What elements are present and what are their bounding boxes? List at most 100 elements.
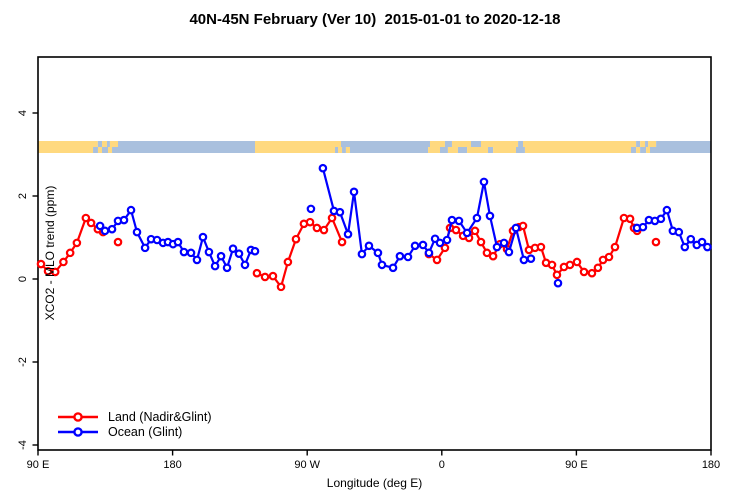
ocean-data-point bbox=[504, 247, 514, 257]
ocean-data-point bbox=[472, 213, 482, 223]
plot-border bbox=[37, 56, 712, 451]
ocean-data-point bbox=[479, 177, 489, 187]
map-strip-ocean-segment bbox=[444, 141, 452, 147]
ocean-data-point bbox=[499, 238, 509, 248]
ocean-data-point bbox=[435, 238, 445, 248]
land-data-point bbox=[312, 223, 322, 233]
land-legend-marker-icon bbox=[58, 411, 98, 422]
ocean-data-point bbox=[335, 207, 345, 217]
land-data-point bbox=[268, 271, 278, 281]
land-data-point bbox=[651, 237, 661, 247]
x-tick-label: 180 bbox=[702, 459, 720, 471]
map-strip-ocean-segment bbox=[102, 147, 108, 153]
ocean-data-point bbox=[388, 263, 398, 273]
ocean-data-point bbox=[173, 237, 183, 247]
land-data-point bbox=[476, 237, 486, 247]
y-tick-label: 2 bbox=[17, 193, 29, 199]
land-data-point bbox=[252, 268, 262, 278]
land-data-point bbox=[552, 270, 562, 280]
map-strip-ocean-segment bbox=[457, 147, 468, 153]
map-strip-land-segment bbox=[38, 147, 94, 153]
land-data-point bbox=[610, 242, 620, 252]
land-data-point bbox=[81, 213, 91, 223]
ocean-data-point bbox=[553, 278, 563, 288]
ocean-data-point bbox=[377, 260, 387, 270]
ocean-data-point bbox=[492, 242, 502, 252]
land-data-point bbox=[536, 242, 546, 252]
land-data-point bbox=[547, 260, 557, 270]
map-strip-land-segment bbox=[255, 147, 336, 153]
land-data-point bbox=[72, 238, 82, 248]
ocean-data-point bbox=[132, 227, 142, 237]
map-strip-ocean-segment bbox=[112, 147, 256, 153]
land-data-point bbox=[593, 263, 603, 273]
land-data-point bbox=[50, 267, 60, 277]
map-strip-ocean-segment bbox=[649, 147, 711, 153]
y-tick-label: 4 bbox=[17, 110, 29, 116]
x-axis-label: Longitude (deg E) bbox=[326, 476, 423, 490]
map-strip-land-segment bbox=[107, 147, 113, 153]
ocean-data-point bbox=[410, 241, 420, 251]
map-strip-ocean-segment bbox=[340, 141, 430, 147]
y-tick-label: -2 bbox=[17, 357, 29, 367]
ocean-data-point bbox=[403, 252, 413, 262]
ocean-data-point bbox=[680, 242, 690, 252]
ocean-data-point bbox=[364, 241, 374, 251]
map-strip-land-segment bbox=[524, 147, 631, 153]
ocean-data-point bbox=[119, 215, 129, 225]
ocean-data-point bbox=[216, 251, 226, 261]
land-data-point bbox=[572, 257, 582, 267]
land-data-point bbox=[565, 260, 575, 270]
y-tick-label: 0 bbox=[17, 276, 29, 282]
land-data-point bbox=[59, 257, 68, 267]
ocean-data-point bbox=[100, 226, 110, 236]
ocean-data-point bbox=[686, 234, 696, 244]
land-data-point bbox=[432, 255, 442, 265]
map-strip-land-segment bbox=[467, 147, 489, 153]
ocean-data-point bbox=[418, 240, 428, 250]
ocean-data-point bbox=[306, 204, 316, 214]
ocean-data-point bbox=[343, 229, 353, 239]
y-axis-label: XCO2 - MLO trend (ppm) bbox=[43, 185, 57, 321]
legend-label-land: Land (Nadir&Glint) bbox=[108, 409, 212, 424]
map-strip-ocean-segment bbox=[470, 141, 481, 147]
land-data-point bbox=[276, 282, 286, 292]
map-strip-land-segment bbox=[428, 147, 441, 153]
ocean-data-point bbox=[656, 214, 666, 224]
ocean-data-point bbox=[234, 249, 244, 258]
map-strip-ocean-segment bbox=[656, 141, 711, 147]
ocean-data-point bbox=[395, 251, 405, 261]
ocean-data-point bbox=[228, 244, 238, 254]
land-data-point bbox=[587, 268, 597, 278]
map-strip-ocean-segment bbox=[93, 147, 98, 153]
land-data-point bbox=[440, 243, 450, 253]
ocean-data-point bbox=[447, 215, 457, 225]
legend-item-land: Land (Nadir&Glint) bbox=[56, 409, 212, 424]
ocean-data-point bbox=[107, 224, 117, 234]
map-strip-land-segment bbox=[447, 147, 458, 153]
map-strip-land-segment bbox=[640, 141, 646, 147]
legend-label-ocean: Ocean (Glint) bbox=[108, 424, 183, 439]
ocean-data-point bbox=[204, 247, 214, 257]
map-strip-ocean-segment bbox=[515, 147, 525, 153]
map-strip-ocean-segment bbox=[342, 147, 346, 153]
land-data-point bbox=[451, 225, 461, 235]
land-data-point bbox=[283, 257, 293, 267]
ocean-data-point bbox=[485, 211, 495, 221]
map-strip-land-segment bbox=[102, 141, 107, 147]
map-strip-ocean-segment bbox=[640, 147, 647, 153]
ocean-data-point bbox=[674, 227, 684, 237]
ocean-data-point bbox=[442, 235, 452, 245]
land-data-point bbox=[305, 217, 315, 227]
x-tick-label: 90 E bbox=[27, 459, 50, 471]
map-strip-land-segment bbox=[38, 141, 98, 147]
x-tick-label: 90 W bbox=[294, 459, 320, 471]
land-data-point bbox=[604, 252, 614, 262]
land-data-point bbox=[291, 234, 301, 244]
x-tick-label: 0 bbox=[439, 459, 445, 471]
land-data-point bbox=[65, 248, 75, 258]
ocean-data-point bbox=[462, 228, 472, 238]
map-strip-ocean-segment bbox=[518, 141, 524, 147]
